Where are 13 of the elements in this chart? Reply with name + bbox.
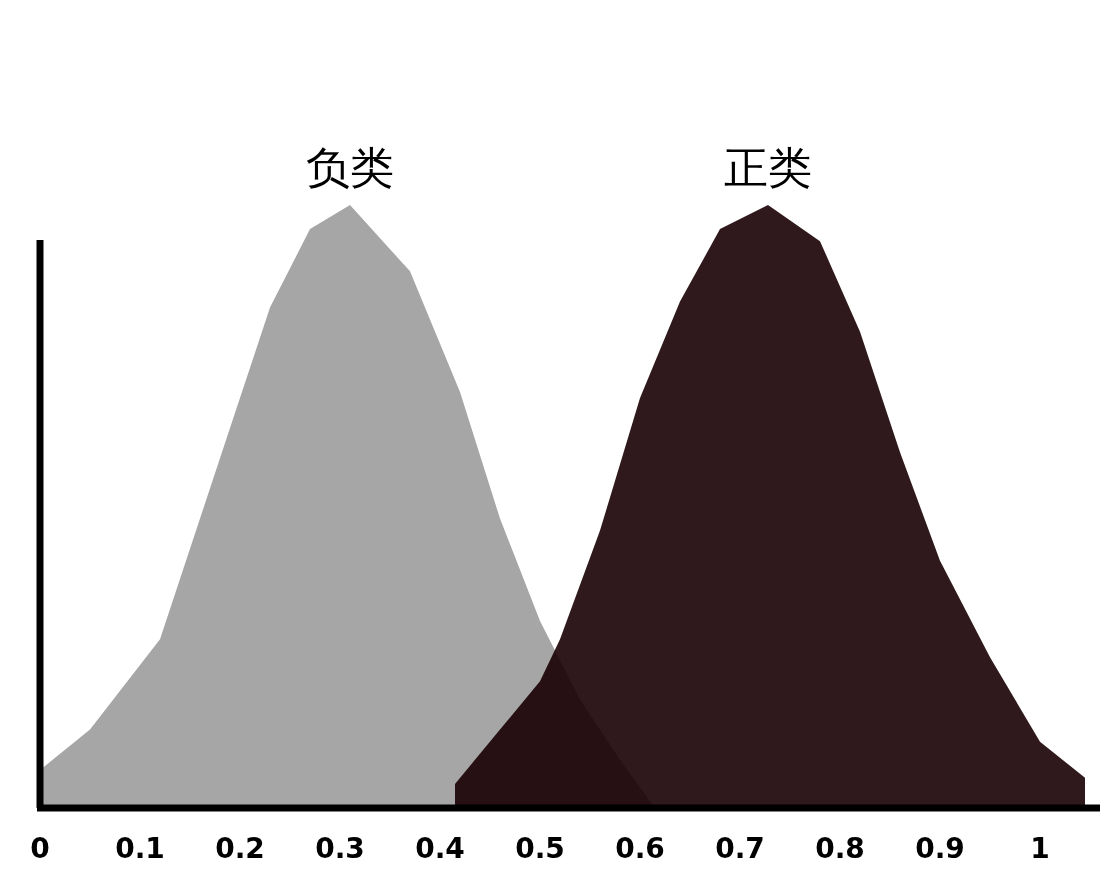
x-tick-label: 0.9 bbox=[915, 832, 965, 865]
x-tick-label: 1 bbox=[1030, 832, 1050, 865]
x-tick-label: 0.3 bbox=[315, 832, 365, 865]
x-tick-label: 0.2 bbox=[215, 832, 265, 865]
x-tick-label: 0.5 bbox=[515, 832, 565, 865]
x-tick-label: 0.7 bbox=[715, 832, 765, 865]
series-label: 正类 bbox=[724, 142, 812, 193]
x-tick-label: 0.8 bbox=[815, 832, 865, 865]
x-tick-label: 0.1 bbox=[115, 832, 165, 865]
series-label: 负类 bbox=[306, 142, 394, 193]
x-tick-label: 0.4 bbox=[415, 832, 465, 865]
x-tick-label: 0 bbox=[30, 832, 50, 865]
x-tick-label: 0.6 bbox=[615, 832, 665, 865]
